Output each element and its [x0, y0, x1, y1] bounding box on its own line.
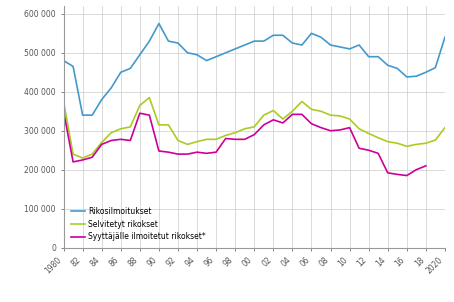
Legend: Rikosilmoitukset, Selvitetyt rikokset, Syyttäjälle ilmoitetut rikokset*: Rikosilmoitukset, Selvitetyt rikokset, S…	[71, 207, 206, 241]
